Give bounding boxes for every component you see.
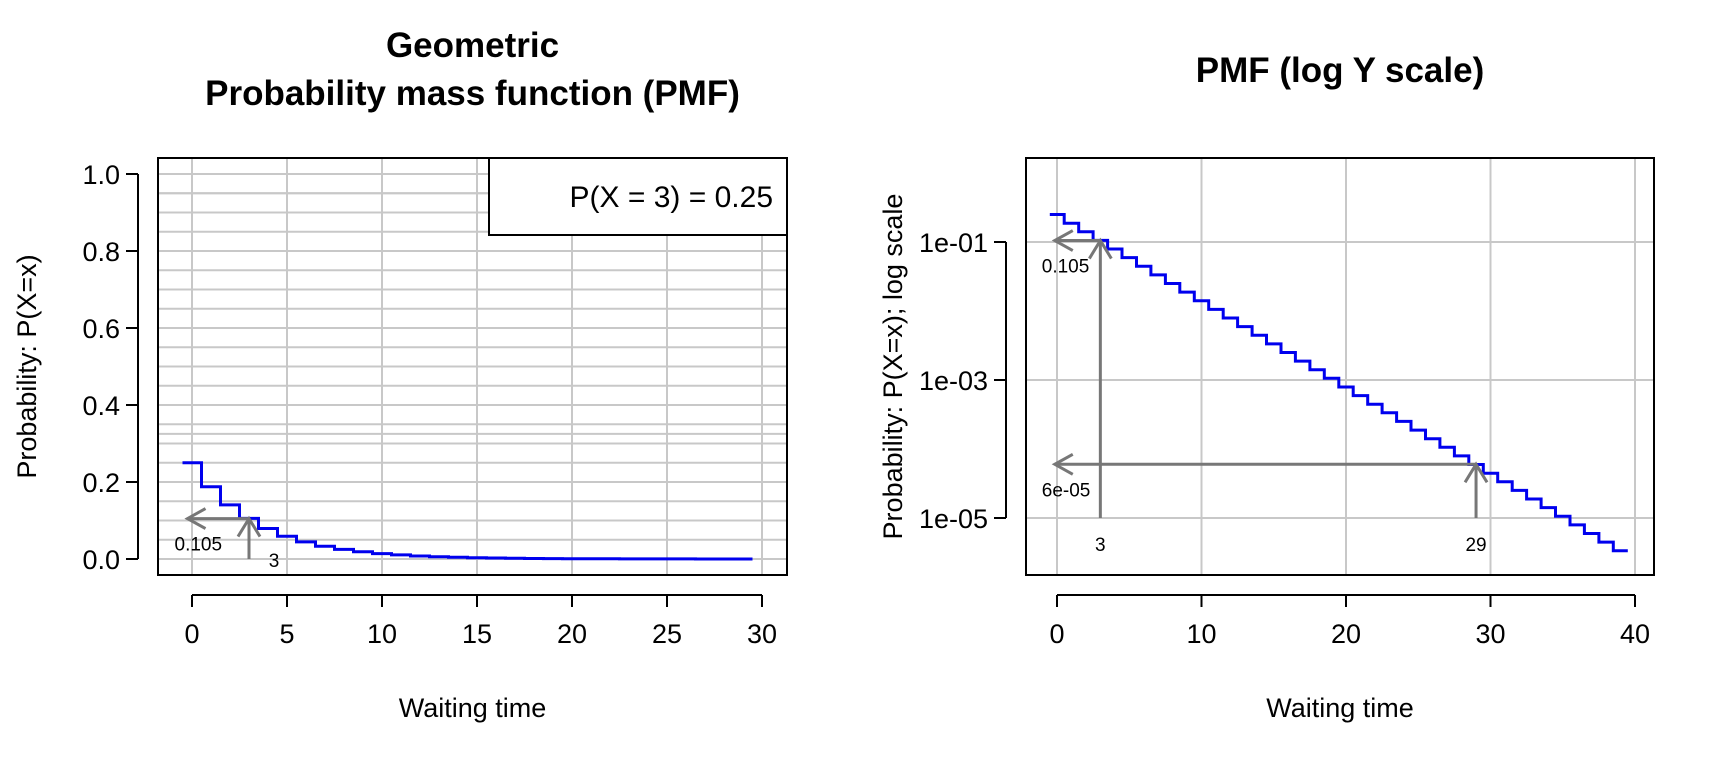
y-tick-label: 0.8: [82, 237, 120, 267]
x-tick-label: 10: [367, 619, 397, 649]
annotation-x-label: 3: [269, 551, 280, 572]
pmf-series-line: [1049, 213, 1628, 553]
y-axis-label: Probability: P(X=x); log scale: [878, 194, 908, 540]
pmf-series-line: [182, 461, 753, 561]
y-tick-label: 1.0: [82, 160, 120, 190]
x-tick-label: 15: [462, 619, 492, 649]
x-axis: 0 5 10 15 20 25 30 Waiting time: [184, 594, 777, 723]
chart-2: PMF (log Y scale) 0.105 3 6e-05 29 0 10 20 30 40 W…: [878, 51, 1655, 723]
grid: [1026, 158, 1654, 575]
annotation-x-label: 29: [1465, 535, 1486, 556]
chart-1: Geometric Probability mass function (PMF)…: [12, 26, 788, 723]
y-axis: 0.0 0.2 0.4 0.6 0.8 1.0 Probability: P(X=x): [12, 160, 139, 575]
y-tick-label: 1e-05: [919, 504, 988, 534]
chart-title: Probability mass function (PMF): [205, 74, 740, 113]
x-tick-label: 0: [1049, 619, 1064, 649]
x-tick-label: 20: [557, 619, 587, 649]
x-tick-label: 30: [747, 619, 777, 649]
annotation-y-label: 0.105: [175, 535, 223, 556]
annotation-x-label: 3: [1095, 535, 1106, 556]
x-tick-label: 20: [1331, 619, 1361, 649]
plot-frame: [157, 157, 788, 576]
annotation-1: 0.105 3: [1042, 229, 1113, 556]
y-axis: 1e-01 1e-03 1e-05 Probability: P(X=x); log …: [878, 194, 1007, 540]
x-axis: 0 10 20 30 40 Waiting time: [1049, 594, 1650, 723]
y-axis-label: Probability: P(X=x): [12, 254, 42, 478]
arrowhead-left-icon: [184, 507, 207, 530]
x-tick-label: 40: [1620, 619, 1650, 649]
y-tick-label: 0.4: [82, 391, 120, 421]
y-tick-label: 1e-03: [919, 366, 988, 396]
x-tick-label: 0: [184, 619, 199, 649]
x-tick-label: 10: [1186, 619, 1216, 649]
y-tick-label: 0.2: [82, 468, 120, 498]
chart-title: PMF (log Y scale): [1196, 51, 1485, 90]
legend: P(X = 3) = 0.25: [488, 157, 788, 236]
y-tick-label: 0.0: [82, 545, 120, 575]
y-tick-label: 0.6: [82, 314, 120, 344]
legend-text: P(X = 3) = 0.25: [570, 181, 773, 214]
y-tick-label: 1e-01: [919, 228, 988, 258]
x-axis-label: Waiting time: [1266, 693, 1414, 723]
annotation-1: 0.105 3: [175, 507, 280, 572]
plot-frame: [1025, 157, 1655, 576]
x-tick-label: 30: [1475, 619, 1505, 649]
annotation-y-label: 0.105: [1042, 257, 1090, 278]
annotation-2: 6e-05 29: [1042, 452, 1489, 556]
x-tick-label: 25: [652, 619, 682, 649]
arrowhead-left-icon: [1051, 452, 1074, 476]
arrowhead-left-icon: [1051, 229, 1074, 252]
x-axis-label: Waiting time: [399, 693, 547, 723]
x-tick-label: 5: [279, 619, 294, 649]
chart-title: Geometric: [386, 26, 559, 65]
annotation-y-label: 6e-05: [1042, 480, 1091, 501]
